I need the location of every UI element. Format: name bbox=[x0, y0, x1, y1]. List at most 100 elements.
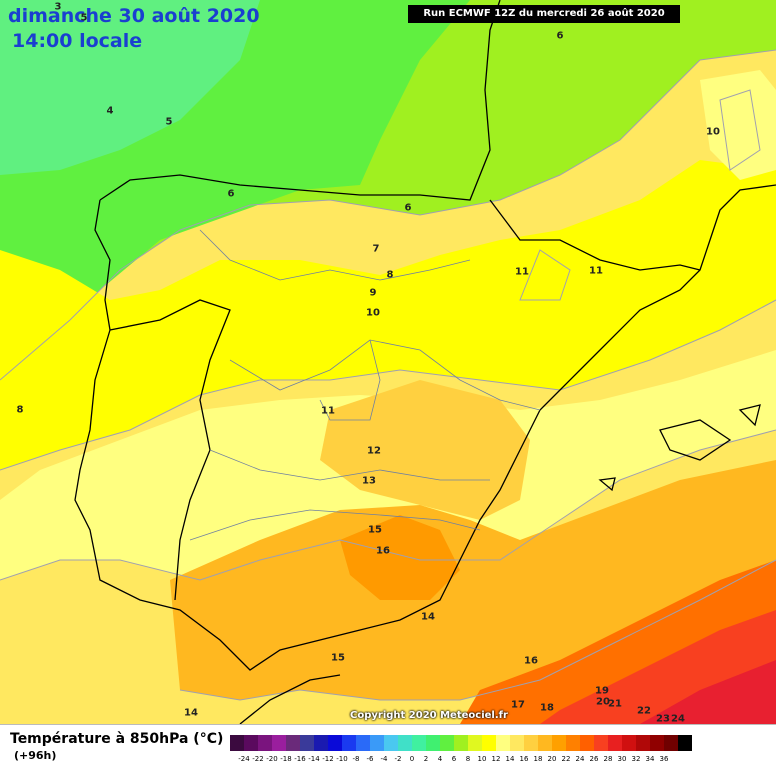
isotherm-label: 20 bbox=[596, 696, 610, 708]
copyright-notice: Copyright 2020 Meteociel.fr bbox=[350, 710, 508, 721]
color-scale-cell bbox=[678, 735, 692, 751]
color-scale-cell bbox=[454, 735, 468, 751]
color-scale-cell bbox=[552, 735, 566, 751]
color-scale-tick: 28 bbox=[603, 755, 613, 763]
color-scale-tick: 36 bbox=[659, 755, 669, 763]
color-scale-cell bbox=[356, 735, 370, 751]
color-scale-cell bbox=[230, 735, 244, 751]
color-scale-tick: 2 bbox=[423, 755, 429, 763]
isotherm-label: 11 bbox=[589, 265, 603, 277]
isotherm-label: 11 bbox=[515, 266, 529, 278]
color-scale-tick: 12 bbox=[491, 755, 501, 763]
color-scale-cell bbox=[482, 735, 496, 751]
color-scale-cell bbox=[286, 735, 300, 751]
band-4 bbox=[0, 0, 260, 175]
isotherm-label: 12 bbox=[367, 445, 381, 457]
band-10 bbox=[0, 160, 776, 470]
color-scale-cell bbox=[580, 735, 594, 751]
color-scale-tick: -6 bbox=[366, 755, 374, 763]
legend: Température à 850hPa (°C) (+96h) -24 -22-… bbox=[0, 724, 776, 780]
isotherm-label: 6 bbox=[227, 188, 235, 200]
color-scale-tick: 20 bbox=[547, 755, 557, 763]
color-scale-cell bbox=[636, 735, 650, 751]
isotherm-label: 15 bbox=[331, 652, 345, 664]
band-22 bbox=[640, 660, 776, 724]
color-scale-tick: -18 bbox=[280, 755, 292, 763]
isotherm-label: 4 bbox=[106, 105, 114, 117]
color-scale-cell bbox=[300, 735, 314, 751]
isotherm-label: 14 bbox=[421, 611, 435, 623]
isotherm-label: 19 bbox=[595, 685, 609, 697]
color-scale-tick: -22 bbox=[252, 755, 264, 763]
isotherm-label: 14 bbox=[184, 707, 198, 719]
isotherm-label: 16 bbox=[524, 655, 538, 667]
isotherm-label: 9 bbox=[369, 287, 377, 299]
color-scale-cell bbox=[342, 735, 356, 751]
isotherm-label: 13 bbox=[362, 475, 376, 487]
band-17 bbox=[340, 515, 460, 600]
color-scale-tick: -14 bbox=[308, 755, 320, 763]
color-scale-cell bbox=[566, 735, 580, 751]
isotherm-label: 17 bbox=[511, 699, 525, 711]
color-scale-cell bbox=[440, 735, 454, 751]
color-scale-tick: -12 bbox=[322, 755, 334, 763]
color-scale-tick: 6 bbox=[451, 755, 457, 763]
coastlines bbox=[74, 0, 776, 724]
isotherm-label: 5 bbox=[80, 12, 88, 24]
color-scale-tick: -20 bbox=[266, 755, 278, 763]
color-scale-cell bbox=[412, 735, 426, 751]
color-scale-cell bbox=[468, 735, 482, 751]
color-scale-tick: 4 bbox=[437, 755, 443, 763]
color-scale-cell bbox=[538, 735, 552, 751]
color-scale-cell bbox=[622, 735, 636, 751]
color-scale-cell bbox=[370, 735, 384, 751]
isotherm-label: 3 bbox=[54, 1, 62, 13]
legend-subtitle: (+96h) bbox=[14, 749, 57, 762]
regional-borders bbox=[189, 229, 541, 541]
color-scale-tick: -2 bbox=[394, 755, 402, 763]
isotherm-label: 5 bbox=[165, 116, 173, 128]
color-scale-cell bbox=[314, 735, 328, 751]
isotherm-label: 10 bbox=[366, 307, 380, 319]
color-scale-cell bbox=[664, 735, 678, 751]
color-scale-tick: -24 bbox=[238, 755, 250, 763]
isotherm-label: 24 bbox=[671, 713, 685, 725]
isotherm-label: 15 bbox=[368, 524, 382, 536]
color-scale-tick: 34 bbox=[645, 755, 655, 763]
color-scale-tick: 32 bbox=[631, 755, 641, 763]
color-scale-tick: 26 bbox=[589, 755, 599, 763]
color-scale-cell bbox=[398, 735, 412, 751]
band-14-center bbox=[320, 380, 530, 520]
map-canvas bbox=[0, 0, 776, 724]
color-scale-cell bbox=[594, 735, 608, 751]
run-info: Run ECMWF 12Z du mercredi 26 août 2020 bbox=[408, 5, 680, 23]
forecast-time: 14:00 locale bbox=[12, 30, 143, 52]
color-scale-cell bbox=[258, 735, 272, 751]
color-scale-tick: -16 bbox=[294, 755, 306, 763]
color-scale-cell bbox=[608, 735, 622, 751]
isotherm-label: 18 bbox=[540, 702, 554, 714]
isotherms bbox=[0, 49, 776, 701]
color-scale-cell bbox=[384, 735, 398, 751]
isotherm-label: 10 bbox=[706, 126, 720, 138]
isotherm-label: 21 bbox=[608, 698, 622, 710]
legend-title: Température à 850hPa (°C) bbox=[10, 731, 224, 747]
color-scale-cell bbox=[328, 735, 342, 751]
isotherm-label: 6 bbox=[556, 30, 564, 42]
color-scale-cell bbox=[510, 735, 524, 751]
color-scale-tick: 10 bbox=[477, 755, 487, 763]
isotherm-label: 7 bbox=[372, 243, 380, 255]
color-scale-cell bbox=[524, 735, 538, 751]
color-scale-cell bbox=[496, 735, 510, 751]
color-scale-tick: 16 bbox=[519, 755, 529, 763]
color-scale-tick: 24 bbox=[575, 755, 585, 763]
color-scale-cell bbox=[272, 735, 286, 751]
color-scale bbox=[230, 735, 692, 751]
isotherm-label: 8 bbox=[386, 269, 394, 281]
color-scale-tick: -10 bbox=[336, 755, 348, 763]
color-scale-cell bbox=[244, 735, 258, 751]
color-scale-tick: 30 bbox=[617, 755, 627, 763]
color-scale-cell bbox=[650, 735, 664, 751]
color-scale-tick: 14 bbox=[505, 755, 515, 763]
isotherm-label: 16 bbox=[376, 545, 390, 557]
